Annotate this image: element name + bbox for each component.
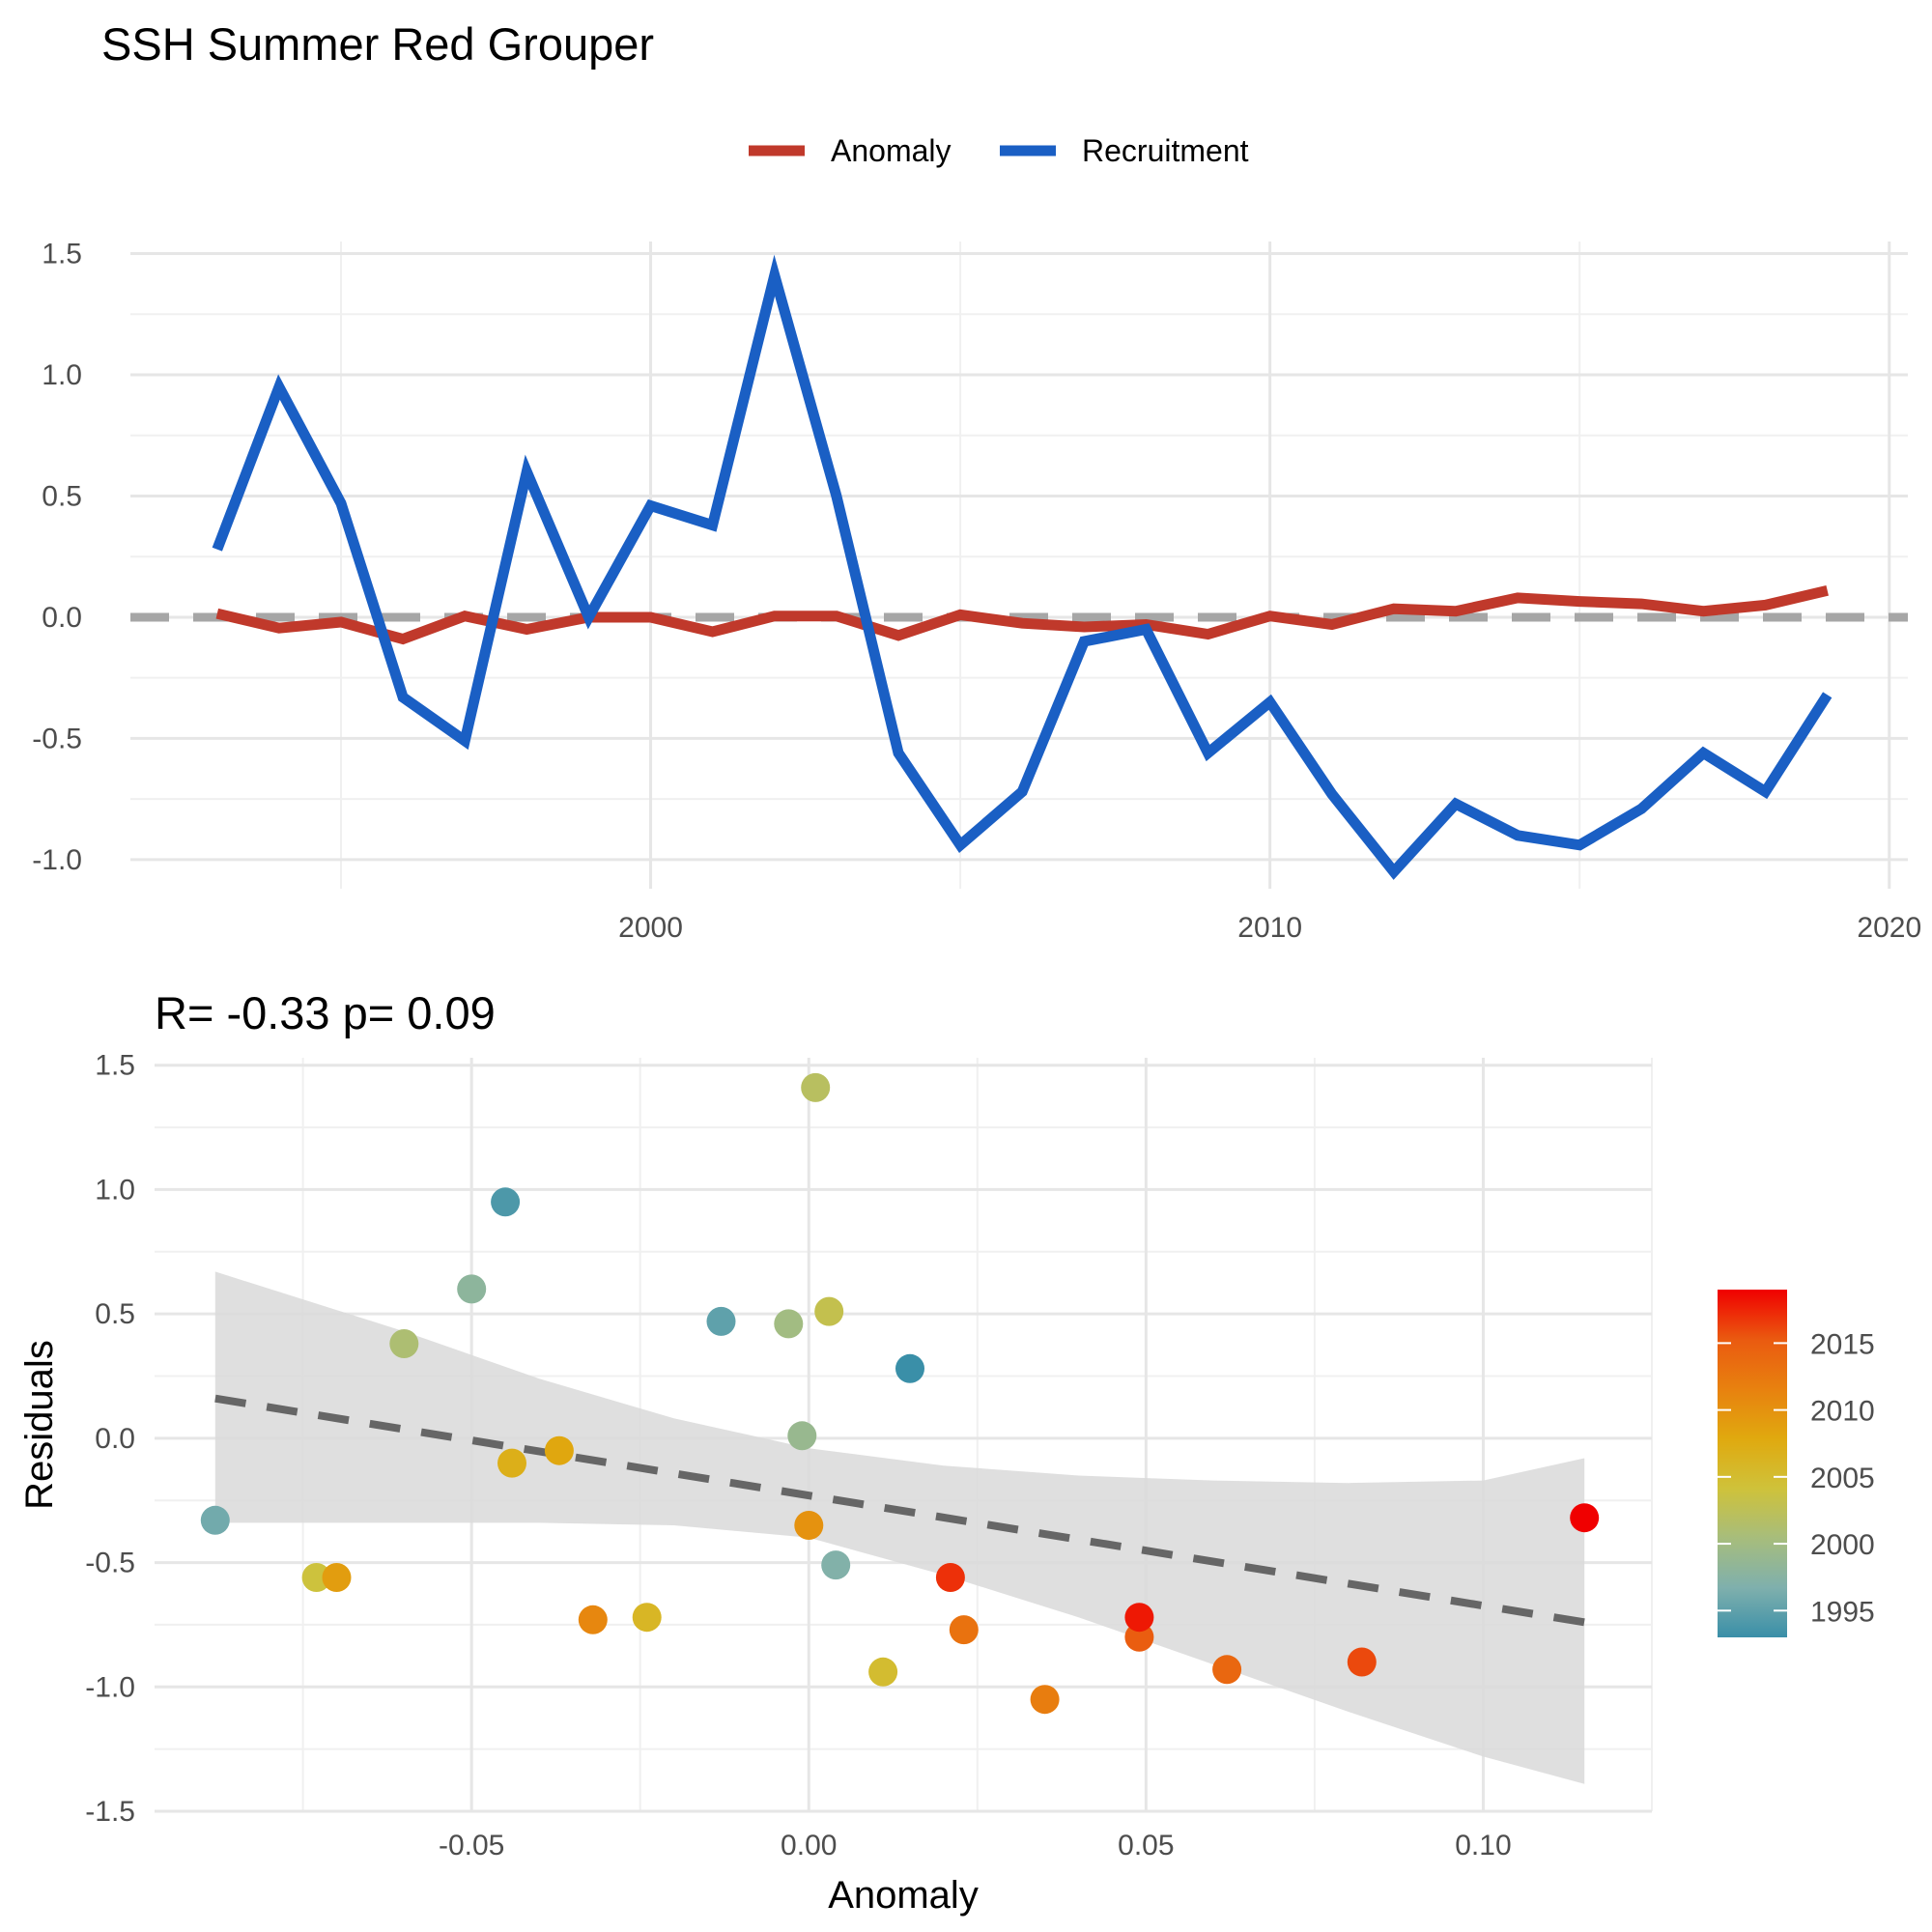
scatter-point xyxy=(200,1505,230,1535)
x-tick-label: 0.10 xyxy=(1455,1830,1511,1861)
scatter-point xyxy=(497,1448,526,1478)
scatter-point xyxy=(389,1329,419,1358)
colorbar-gradient xyxy=(1718,1290,1787,1637)
y-tick-label: -0.5 xyxy=(32,723,82,754)
scatter-point xyxy=(935,1563,965,1592)
y-tick-label: -1.0 xyxy=(85,1671,135,1703)
legend: Anomaly Recruitment xyxy=(749,133,1249,168)
page-title: SSH Summer Red Grouper xyxy=(101,18,654,70)
colorbar-ticks: 1995 2000 2005 2010 2015 xyxy=(1718,1328,1875,1628)
scatter-point xyxy=(1030,1685,1060,1715)
scatter-point xyxy=(457,1274,487,1304)
scatter-x-ticks: -0.05 0.00 0.05 0.10 xyxy=(439,1830,1512,1861)
series-line-recruitment xyxy=(212,254,1833,880)
regression-line xyxy=(214,1394,1585,1627)
time-series-x-ticks: 2000 2010 2020 xyxy=(618,912,1921,944)
y-tick-label: 0.5 xyxy=(42,480,82,512)
scatter-point xyxy=(1347,1647,1377,1677)
scatter-point xyxy=(949,1615,979,1645)
scatter-point xyxy=(632,1603,662,1633)
y-tick-label: 1.5 xyxy=(42,239,82,270)
scatter-point xyxy=(868,1657,898,1687)
colorbar-tick-label: 1995 xyxy=(1810,1596,1875,1628)
series-line-anomaly xyxy=(215,584,1829,645)
scatter-point xyxy=(821,1550,851,1580)
scatter-point xyxy=(1570,1503,1600,1533)
scatter-point xyxy=(706,1306,736,1336)
scatter-point xyxy=(814,1296,844,1326)
y-tick-label: 1.0 xyxy=(95,1174,135,1206)
scatter-point xyxy=(774,1309,804,1339)
y-tick-label: -0.5 xyxy=(85,1548,135,1579)
x-tick-label: 2020 xyxy=(1857,912,1921,944)
y-tick-label: 1.5 xyxy=(95,1050,135,1082)
scatter-point xyxy=(1212,1655,1242,1685)
scatter-point xyxy=(544,1435,574,1465)
colorbar-tick-label: 2005 xyxy=(1810,1463,1875,1494)
scatter-points xyxy=(200,1072,1600,1715)
scatter-panel: -1.5 -1.0 -0.5 0.0 0.5 1.0 1.5 -0.05 0.00 0.05 0.… xyxy=(85,1050,1653,1861)
scatter-point xyxy=(301,1563,331,1592)
x-tick-label: 0.05 xyxy=(1118,1830,1174,1861)
x-tick-label: 2000 xyxy=(618,912,683,944)
confidence-band xyxy=(214,1271,1585,1784)
time-series-grid xyxy=(130,242,1908,889)
legend-label-anomaly: Anomaly xyxy=(831,133,952,168)
x-axis-title: Anomaly xyxy=(828,1874,979,1917)
time-series-y-ticks: -1.0 -0.5 0.0 0.5 1.0 1.5 xyxy=(32,239,82,876)
scatter-point xyxy=(794,1511,824,1540)
x-tick-label: 2010 xyxy=(1237,912,1302,944)
scatter-point xyxy=(801,1072,831,1102)
y-tick-label: 1.0 xyxy=(42,359,82,391)
y-tick-label: 0.5 xyxy=(95,1298,135,1330)
y-tick-label: 0.0 xyxy=(95,1423,135,1455)
colorbar-tick-label: 2000 xyxy=(1810,1529,1875,1561)
x-tick-label: -0.05 xyxy=(439,1830,504,1861)
scatter-point xyxy=(491,1187,521,1217)
colorbar-tick-label: 2015 xyxy=(1810,1328,1875,1360)
scatter-point xyxy=(895,1353,924,1383)
y-tick-label: -1.5 xyxy=(85,1796,135,1828)
year-colorbar: 1995 2000 2005 2010 2015 xyxy=(1718,1290,1875,1637)
scatter-y-ticks: -1.5 -1.0 -0.5 0.0 0.5 1.0 1.5 xyxy=(85,1050,135,1828)
scatter-point xyxy=(578,1605,608,1634)
scatter-point xyxy=(787,1421,817,1451)
y-tick-label: -1.0 xyxy=(32,844,82,876)
scatter-point xyxy=(322,1563,352,1592)
x-tick-label: 0.00 xyxy=(781,1830,837,1861)
time-series-panel: -1.0 -0.5 0.0 0.5 1.0 1.5 2000 2010 2020 xyxy=(32,239,1921,944)
y-axis-title: Residuals xyxy=(18,1340,61,1510)
scatter-point xyxy=(1124,1603,1154,1633)
legend-label-recruitment: Recruitment xyxy=(1082,133,1249,168)
colorbar-tick-label: 2010 xyxy=(1810,1396,1875,1428)
scatter-point xyxy=(1124,1622,1154,1652)
y-tick-label: 0.0 xyxy=(42,602,82,634)
scatter-title: R= -0.33 p= 0.09 xyxy=(155,987,496,1038)
